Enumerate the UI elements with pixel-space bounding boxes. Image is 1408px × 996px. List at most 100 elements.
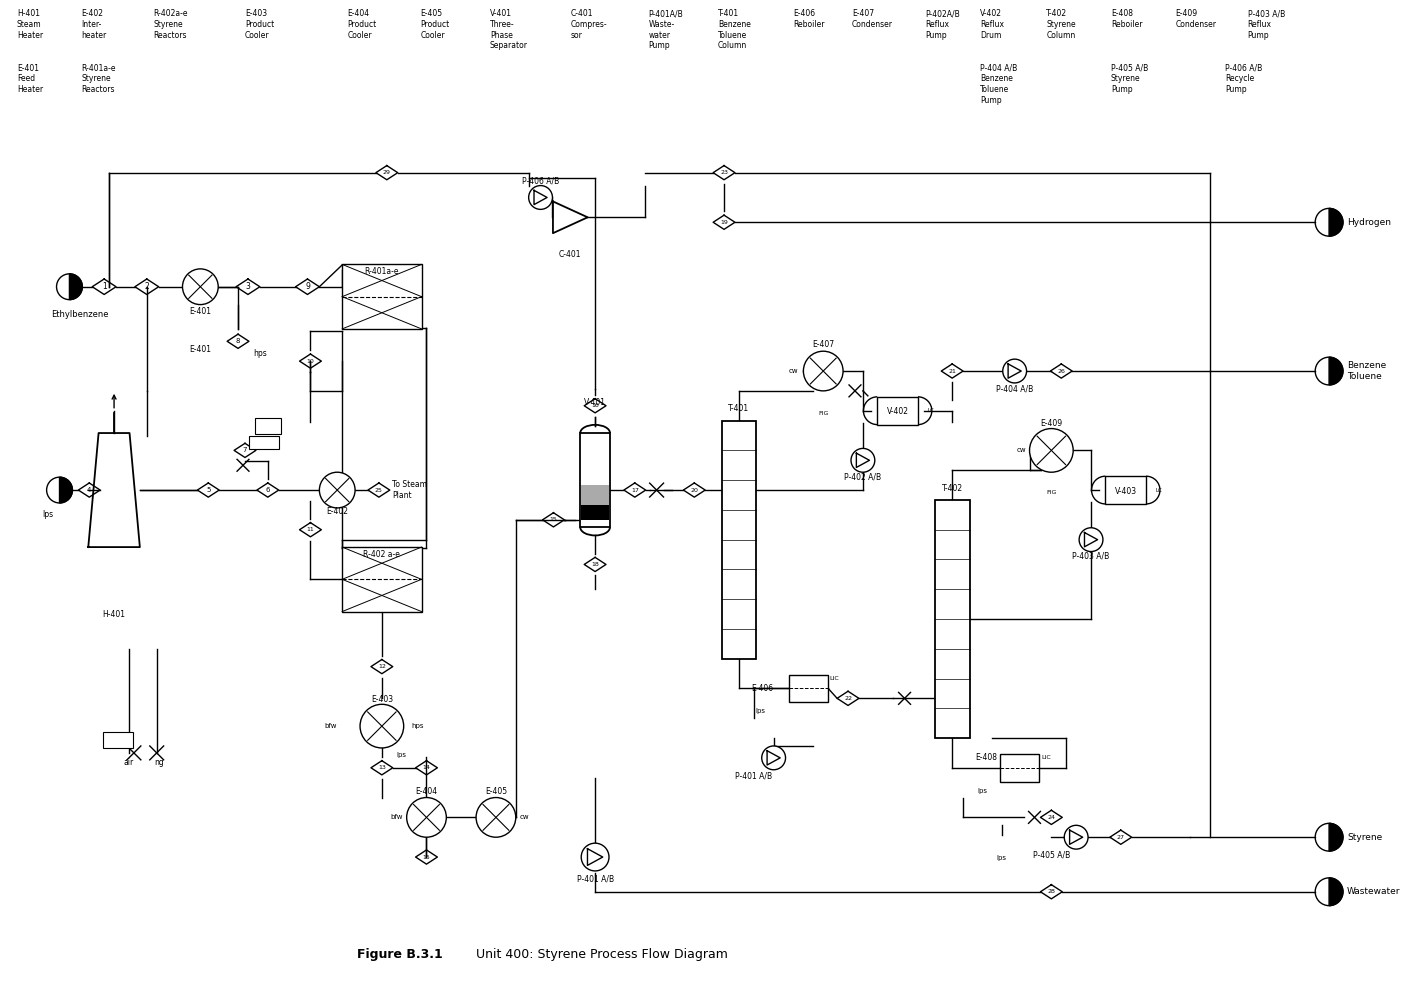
Text: P-404 A/B: P-404 A/B <box>995 384 1033 393</box>
Text: 10: 10 <box>307 359 314 364</box>
Circle shape <box>1029 428 1073 472</box>
Text: H-401: H-401 <box>103 610 125 619</box>
Circle shape <box>804 352 843 390</box>
Wedge shape <box>1329 824 1343 852</box>
Text: C-401: C-401 <box>559 250 582 259</box>
Text: 4: 4 <box>87 487 92 493</box>
Text: E-401
Feed
Heater: E-401 Feed Heater <box>17 64 44 94</box>
Text: 22: 22 <box>843 696 852 701</box>
Text: 19: 19 <box>719 220 728 225</box>
Text: ng: ng <box>153 758 163 767</box>
Text: T-401
Benzene
Toluene
Column: T-401 Benzene Toluene Column <box>718 9 750 50</box>
Text: R-401a-e: R-401a-e <box>365 267 398 276</box>
Text: lps: lps <box>977 788 987 794</box>
Text: 11: 11 <box>307 527 314 532</box>
Circle shape <box>582 844 610 871</box>
Text: E-403
Product
Cooler: E-403 Product Cooler <box>245 9 275 40</box>
Text: V-403: V-403 <box>1115 487 1136 496</box>
Text: 13: 13 <box>377 765 386 770</box>
Text: lps: lps <box>397 752 407 758</box>
Text: 1: 1 <box>101 282 107 291</box>
Text: E-409: E-409 <box>1041 418 1063 427</box>
Text: lps: lps <box>997 855 1007 862</box>
Text: lps: lps <box>42 510 54 519</box>
Text: E-404
Product
Cooler: E-404 Product Cooler <box>348 9 376 40</box>
Text: P-406 A/B
Recycle
Pump: P-406 A/B Recycle Pump <box>1225 64 1262 94</box>
Text: 16: 16 <box>591 403 598 408</box>
Circle shape <box>850 448 874 472</box>
Text: hps: hps <box>411 723 424 729</box>
Text: C-401
Compres-
sor: C-401 Compres- sor <box>570 9 607 40</box>
Text: bfw: bfw <box>325 723 338 729</box>
Text: E-405
Product
Cooler: E-405 Product Cooler <box>421 9 449 40</box>
Bar <box>877 396 918 424</box>
Text: LIC: LIC <box>829 676 839 681</box>
Text: To Steam
Plant: To Steam Plant <box>391 480 427 500</box>
Text: Figure B.3.1: Figure B.3.1 <box>358 948 442 961</box>
Bar <box>582 505 610 520</box>
Text: bfw: bfw <box>390 815 403 821</box>
Circle shape <box>476 798 515 838</box>
Bar <box>721 420 756 658</box>
Text: 6: 6 <box>266 487 270 493</box>
Circle shape <box>320 472 355 508</box>
Text: P-403 A/B
Reflux
Pump: P-403 A/B Reflux Pump <box>1247 9 1286 40</box>
Text: T-402: T-402 <box>942 484 963 493</box>
Text: P-402A/B
Reflux
Pump: P-402A/B Reflux Pump <box>925 9 960 40</box>
Wedge shape <box>1329 358 1343 384</box>
Text: E-403: E-403 <box>370 695 393 704</box>
FancyBboxPatch shape <box>103 732 132 748</box>
Bar <box>582 485 610 509</box>
Text: 17: 17 <box>631 488 639 493</box>
FancyBboxPatch shape <box>255 417 280 433</box>
Text: P-404 A/B
Benzene
Toluene
Pump: P-404 A/B Benzene Toluene Pump <box>980 64 1017 105</box>
Text: E-406: E-406 <box>752 684 773 693</box>
Text: 25: 25 <box>375 488 383 493</box>
Text: P-405 A/B: P-405 A/B <box>1032 851 1070 860</box>
Text: V-401
Three-
Phase
Separator: V-401 Three- Phase Separator <box>490 9 528 50</box>
Text: cw: cw <box>788 369 798 374</box>
Text: E-402
Inter-
heater: E-402 Inter- heater <box>82 9 107 40</box>
Text: cw: cw <box>1017 447 1026 453</box>
Circle shape <box>528 185 552 209</box>
Bar <box>1105 476 1146 504</box>
Text: ratio: ratio <box>258 440 270 445</box>
Text: E-404: E-404 <box>415 787 438 796</box>
Text: LC: LC <box>1156 488 1162 493</box>
Circle shape <box>183 269 218 305</box>
Bar <box>342 547 421 612</box>
Text: E-408: E-408 <box>974 753 997 762</box>
Text: 15: 15 <box>422 855 431 860</box>
Text: P-401 A/B: P-401 A/B <box>735 771 773 780</box>
Text: R-401a-e
Styrene
Reactors: R-401a-e Styrene Reactors <box>82 64 115 94</box>
Text: LIC: LIC <box>1042 755 1052 760</box>
Text: hps: hps <box>253 350 266 359</box>
Text: H-401
Steam
Heater: H-401 Steam Heater <box>17 9 44 40</box>
Text: cw: cw <box>520 815 529 821</box>
Text: 3: 3 <box>245 282 251 291</box>
Text: Unit 400: Styrene Process Flow Diagram: Unit 400: Styrene Process Flow Diagram <box>465 948 728 961</box>
Text: V-402: V-402 <box>887 407 908 416</box>
Bar <box>580 433 610 527</box>
Text: 2: 2 <box>145 282 149 291</box>
Text: 7: 7 <box>242 447 248 453</box>
Wedge shape <box>1329 877 1343 905</box>
Text: 9: 9 <box>306 282 310 291</box>
Text: E-409
Condenser: E-409 Condenser <box>1176 9 1217 29</box>
Text: 28: 28 <box>1048 889 1055 894</box>
Wedge shape <box>69 274 82 300</box>
Text: E-405: E-405 <box>484 787 507 796</box>
Bar <box>1000 754 1039 782</box>
Circle shape <box>762 746 786 770</box>
Text: P-401A/B
Waste-
water
Pump: P-401A/B Waste- water Pump <box>649 9 683 50</box>
Text: P-402 A/B: P-402 A/B <box>845 473 881 482</box>
Text: 18: 18 <box>591 562 598 567</box>
Text: 12: 12 <box>377 664 386 669</box>
Text: 23: 23 <box>719 170 728 175</box>
Text: 21: 21 <box>948 369 956 374</box>
Text: E-407: E-407 <box>812 341 835 350</box>
Text: P-405 A/B
Styrene
Pump: P-405 A/B Styrene Pump <box>1111 64 1148 94</box>
Text: P-401 A/B: P-401 A/B <box>576 874 614 883</box>
Text: E-408
Reboiler: E-408 Reboiler <box>1111 9 1142 29</box>
Text: Hydrogen: Hydrogen <box>1347 218 1391 227</box>
